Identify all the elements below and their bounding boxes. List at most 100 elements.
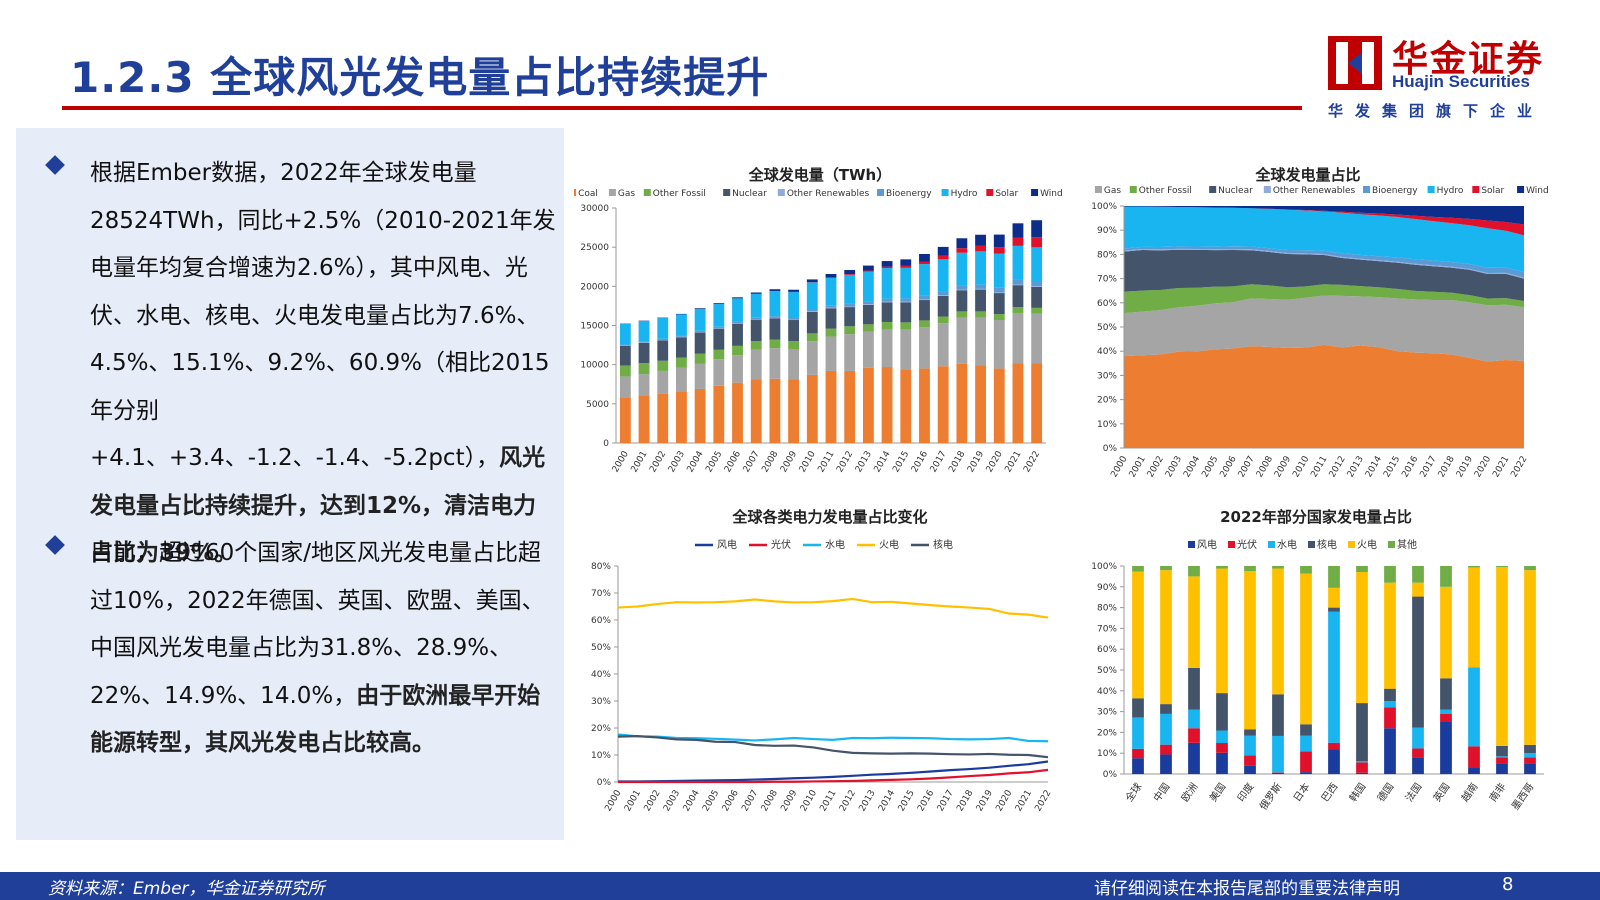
x-tick-label: 2005	[704, 450, 724, 475]
bar-segment	[993, 368, 1005, 443]
bar-segment	[638, 363, 650, 375]
area-series	[1124, 206, 1524, 225]
bar-segment	[1356, 761, 1368, 763]
bar-segment	[1328, 607, 1340, 612]
x-tick-label: 2018	[1437, 454, 1457, 479]
bar-segment	[657, 393, 669, 443]
line-series	[617, 597, 1049, 619]
bar-segment	[825, 274, 837, 278]
bar-segment	[769, 317, 781, 319]
legend-swatch	[877, 189, 885, 196]
x-tick-label: 2015	[891, 450, 911, 475]
x-tick-label: 2014	[877, 788, 897, 813]
bar-segment	[956, 252, 968, 286]
bar-segment	[1440, 678, 1452, 710]
bar-segment	[900, 322, 912, 330]
bar-segment	[956, 311, 968, 318]
x-tick-label: 2009	[779, 449, 799, 474]
x-tick-label: 全球	[1122, 780, 1144, 804]
bar-segment	[1272, 568, 1284, 695]
y-tick-label: 0%	[1103, 770, 1118, 780]
bar-segment	[1300, 573, 1312, 725]
bullet-2: 目前，超过60个国家/地区风光发电量占比超过10%，2022年德国、英国、欧盟、…	[40, 530, 558, 768]
bar-segment	[713, 304, 725, 327]
bar-segment	[881, 367, 893, 443]
bar-segment	[1031, 220, 1043, 238]
bar-segment	[657, 318, 669, 339]
bar-segment	[1300, 566, 1312, 574]
logo-chinese-name: 华金证券	[1392, 39, 1545, 80]
x-tick-label: 2014	[873, 449, 893, 474]
y-tick-label: 100%	[1091, 562, 1117, 572]
bar-segment	[1216, 693, 1228, 731]
x-tick-label: 2021	[1014, 789, 1034, 814]
bar-segment	[1216, 568, 1228, 694]
bar-segment	[862, 304, 874, 325]
x-tick-label: 2000	[611, 449, 631, 474]
legend-label: Hydro	[1437, 186, 1464, 196]
bar-segment	[1244, 566, 1256, 572]
x-tick-label: 2014	[1364, 454, 1384, 479]
y-tick-label: 30%	[1097, 371, 1117, 381]
legend-label: Other Fossil	[653, 189, 706, 199]
y-tick-label: 20%	[1097, 728, 1117, 738]
bar-segment	[732, 297, 743, 299]
bar-segment	[619, 344, 631, 346]
y-tick-label: 0%	[1103, 444, 1118, 454]
bar-segment	[750, 293, 762, 318]
bar-segment	[844, 334, 856, 371]
bar-segment	[788, 317, 800, 320]
bar-segment	[676, 314, 687, 336]
bar-segment	[956, 363, 968, 443]
bar-segment	[862, 331, 874, 368]
line-series	[618, 768, 1049, 784]
bar-segment	[900, 298, 912, 302]
bar-segment	[1188, 728, 1200, 743]
bar-segment	[1132, 566, 1144, 572]
legend-swatch	[1209, 186, 1217, 193]
bar-segment	[937, 366, 949, 443]
bar-segment	[937, 255, 949, 260]
emphasis-text: 风光发电量占比持续提升，达到12%，清洁电力占比为39%。	[90, 445, 546, 566]
bar-segment	[694, 388, 706, 443]
x-tick-label: 俄罗斯	[1257, 780, 1285, 812]
bar-segment	[750, 341, 762, 350]
x-tick-label: 2010	[799, 788, 819, 813]
bar-segment	[1031, 307, 1043, 314]
bar-segment	[806, 282, 818, 310]
x-tick-label: 2012	[838, 789, 858, 814]
bar-segment	[919, 327, 930, 369]
bar-segment	[619, 365, 631, 377]
legend-label: Gas	[618, 189, 635, 199]
bar-segment	[1216, 566, 1228, 569]
legend-swatch	[1129, 186, 1137, 193]
bullet-diamond-icon	[45, 535, 65, 555]
bar-segment	[1440, 566, 1452, 587]
bar-segment	[900, 302, 912, 323]
legend-label: 光伏	[771, 538, 791, 551]
bar-segment	[825, 308, 837, 329]
x-tick-label: 2022	[1022, 450, 1042, 475]
bar-segment	[638, 342, 650, 364]
x-tick-label: 2000	[1109, 454, 1129, 479]
bar-segment	[975, 311, 986, 318]
bar-segment	[900, 265, 912, 268]
bar-segment	[694, 308, 706, 309]
y-tick-label: 5000	[586, 400, 609, 410]
x-tick-label: 2015	[897, 789, 917, 814]
x-tick-label: 德国	[1374, 780, 1396, 804]
page-number: 8	[1502, 874, 1514, 895]
body-text: 根据Ember数据，2022年全球发电量28524TWh，同比+2.5%（201…	[90, 160, 556, 471]
legend-swatch	[1427, 186, 1435, 193]
x-tick-label: 2010	[798, 449, 818, 474]
bar-segment	[806, 374, 818, 443]
bar-segment	[1384, 707, 1396, 729]
bar-segment	[1031, 313, 1043, 364]
bar-segment	[993, 292, 1005, 294]
y-tick-label: 40%	[1097, 347, 1117, 357]
bar-segment	[825, 307, 837, 309]
bar-segment	[844, 326, 856, 335]
bar-segment	[732, 355, 743, 383]
y-tick-label: 70%	[591, 589, 611, 599]
